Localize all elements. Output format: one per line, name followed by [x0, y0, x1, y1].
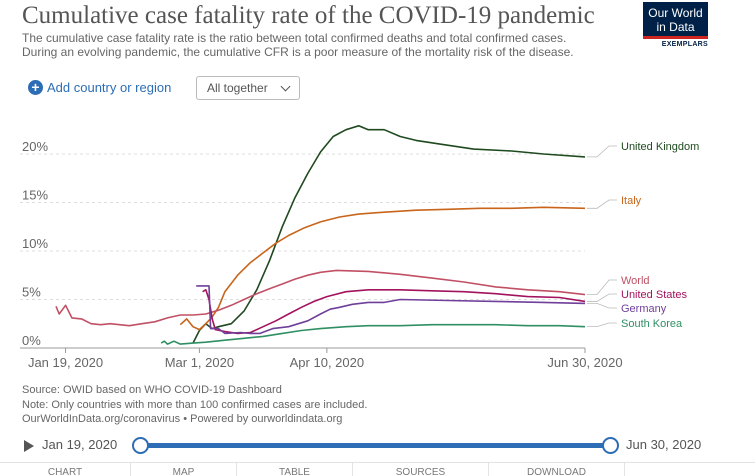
- series-line[interactable]: [196, 285, 586, 335]
- add-country-label: Add country or region: [47, 80, 172, 95]
- tab-chart[interactable]: CHART: [0, 463, 131, 476]
- tab-map[interactable]: MAP: [131, 463, 237, 476]
- timeline-track[interactable]: [140, 443, 610, 448]
- owid-logo[interactable]: Our World in Data EXEMPLARS: [643, 2, 708, 51]
- tab-bar: CHART MAP TABLE SOURCES DOWNLOAD: [0, 462, 755, 476]
- y-tick-label: 5%: [22, 284, 41, 299]
- label-connector: [587, 302, 617, 309]
- logo-box: Our World in Data: [643, 2, 708, 39]
- tab-download[interactable]: DOWNLOAD: [489, 463, 625, 476]
- series-layer: [55, 125, 586, 345]
- credit-link[interactable]: OurWorldInData.org/coronavirus • Powered…: [22, 413, 343, 425]
- line-chart: 0% 5% 10% 15% 20% Jan 19, 2020 Mar 1, 2020 Apr …: [20, 125, 699, 370]
- series-label[interactable]: Germany: [621, 303, 667, 315]
- y-tick-label: 10%: [22, 236, 48, 251]
- x-tick-label: Jan 19, 2020: [28, 355, 103, 370]
- plus-circle-icon: +: [28, 80, 43, 95]
- x-tick-label: Jun 30, 2020: [547, 355, 622, 370]
- timeline: Jan 19, 2020 Jun 30, 2020: [22, 436, 722, 456]
- logo-line-1: Our World: [648, 6, 703, 20]
- timeline-end-handle[interactable]: [602, 437, 619, 454]
- label-connector: [587, 145, 617, 158]
- source-note: Source: OWID based on WHO COVID-19 Dashb…: [22, 384, 282, 396]
- series-label[interactable]: South Korea: [621, 318, 683, 330]
- logo-line-2: in Data: [656, 20, 695, 34]
- series-line[interactable]: [160, 323, 586, 345]
- timeline-start-handle[interactable]: [132, 437, 149, 454]
- series-label[interactable]: United Kingdom: [621, 141, 699, 153]
- add-country-button[interactable]: + Add country or region: [28, 80, 171, 95]
- tab-table[interactable]: TABLE: [237, 463, 353, 476]
- logo-subtitle: EXEMPLARS: [661, 41, 708, 48]
- y-tick-label: 15%: [22, 187, 48, 202]
- series-line[interactable]: [179, 206, 586, 331]
- series-label[interactable]: World: [621, 275, 650, 287]
- label-layer: 0% 5% 10% 15% 20% Jan 19, 2020 Mar 1, 2020 Apr …: [22, 139, 699, 370]
- page-title: Cumulative case fatality rate of the COV…: [22, 2, 595, 29]
- timeline-end-label: Jun 30, 2020: [626, 437, 702, 452]
- chevron-down-icon: [280, 81, 291, 91]
- tab-sources[interactable]: SOURCES: [353, 463, 489, 476]
- label-connector: [587, 199, 617, 209]
- y-tick-label: 20%: [22, 139, 48, 154]
- label-connector: [587, 322, 617, 328]
- subtitle-line-2: During an evolving pandemic, the cumulat…: [22, 45, 574, 59]
- series-label[interactable]: United States: [621, 289, 688, 301]
- x-tick-label: Mar 1, 2020: [165, 355, 234, 370]
- chart-footer: Source: OWID based on WHO COVID-19 Dashb…: [22, 383, 367, 427]
- label-connector: [587, 279, 617, 296]
- subtitle-line-1: The cumulative case fatality rate is the…: [22, 31, 567, 45]
- timeline-start-label: Jan 19, 2020: [42, 437, 118, 452]
- label-connector: [587, 293, 617, 302]
- series-line[interactable]: [202, 289, 586, 335]
- subtitle: The cumulative case fatality rate is the…: [22, 31, 622, 59]
- grid-layer: [20, 153, 586, 353]
- series-label[interactable]: Italy: [621, 195, 642, 207]
- y-tick-label: 0%: [22, 333, 41, 348]
- play-icon[interactable]: [24, 440, 34, 452]
- entity-mode-value: All together: [207, 81, 268, 95]
- series-line[interactable]: [192, 125, 586, 344]
- inclusion-note: Note: Only countries with more than 100 …: [22, 398, 368, 411]
- x-tick-label: Apr 10, 2020: [290, 355, 364, 370]
- series-line[interactable]: [55, 269, 586, 327]
- entity-mode-select[interactable]: All together: [196, 76, 300, 100]
